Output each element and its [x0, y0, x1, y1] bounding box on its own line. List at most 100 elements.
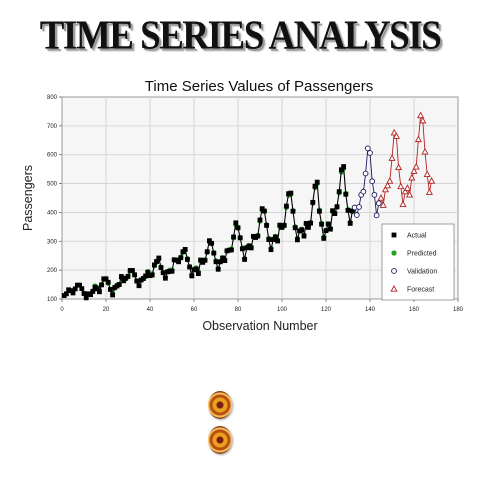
actual-point — [134, 278, 140, 284]
validation-point — [369, 178, 376, 185]
validation-point — [356, 204, 362, 210]
legend: Actual Predicted Validation Forecast — [381, 223, 455, 301]
legend-actual-point — [391, 232, 397, 238]
actual-point — [303, 220, 309, 226]
actual-point — [301, 233, 307, 239]
forecast-point — [379, 201, 387, 208]
actual-point — [125, 274, 131, 279]
actual-point — [264, 223, 269, 228]
forecast-point — [401, 187, 409, 195]
x-tick-label: 140 — [365, 307, 376, 313]
actual-point — [152, 262, 157, 268]
actual-point — [97, 289, 102, 295]
actual-point — [145, 269, 151, 275]
actual-point — [130, 268, 135, 273]
validation-point — [375, 200, 382, 207]
actual-point — [229, 247, 234, 253]
actual-point — [339, 167, 344, 173]
actual-point — [218, 259, 223, 265]
actual-point — [204, 249, 210, 255]
forecast-point — [386, 177, 394, 184]
actual-point — [105, 279, 111, 285]
x-tick-label: 160 — [409, 307, 420, 313]
actual-point — [215, 266, 221, 272]
series-validation — [351, 145, 382, 219]
actual-point — [169, 268, 175, 274]
legend-label: Forecast — [407, 287, 434, 294]
actual-point — [189, 273, 195, 279]
actual-point — [88, 292, 93, 298]
actual-point — [108, 287, 113, 292]
actual-point — [213, 259, 219, 265]
actual-point — [141, 276, 146, 281]
y-tick-label: 800 — [47, 95, 58, 101]
actual-point — [121, 278, 126, 284]
forecast-point — [414, 135, 422, 143]
actual-point — [119, 274, 124, 279]
actual-point — [158, 265, 164, 270]
actual-point — [156, 255, 162, 261]
actual-point — [196, 271, 201, 277]
actual-point — [154, 259, 159, 264]
axes: 0 20 40 60 80 100 120 140 160 180 100 200 300 400 500 6… — [47, 95, 464, 313]
actual-point — [270, 237, 276, 242]
y-tick-label: 400 — [47, 210, 58, 216]
validation-point — [360, 188, 367, 195]
actual-point — [343, 191, 349, 197]
x-tick-label: 100 — [277, 307, 288, 313]
forecast-point — [397, 182, 405, 190]
validation-point — [353, 212, 360, 218]
y-tick-label: 100 — [47, 297, 58, 303]
actual-point — [262, 208, 267, 214]
actual-point — [284, 203, 289, 209]
y-tick-label: 200 — [47, 268, 58, 274]
actual-point — [288, 190, 294, 196]
actual-point — [110, 292, 115, 298]
actual-point — [185, 257, 190, 262]
actual-point — [257, 217, 263, 223]
actual-point — [143, 273, 148, 279]
actual-point — [231, 234, 236, 240]
actual-point — [79, 286, 85, 292]
x-tick-label: 40 — [147, 307, 154, 313]
actual-point — [323, 228, 329, 234]
x-tick-label: 180 — [453, 307, 464, 313]
actual-point — [336, 189, 342, 195]
actual-point — [220, 255, 225, 261]
actual-point — [64, 291, 69, 297]
x-tick-label: 80 — [235, 307, 242, 313]
validation-point — [364, 145, 371, 152]
actual-point — [317, 208, 322, 214]
y-tick-label: 600 — [47, 153, 58, 159]
actual-point — [268, 247, 274, 253]
actual-point — [248, 245, 254, 251]
actual-point — [209, 240, 214, 246]
x-tick-label: 0 — [60, 307, 64, 313]
actual-point — [299, 227, 305, 233]
actual-point — [345, 208, 351, 213]
validation-point — [367, 150, 373, 156]
forecast-point — [390, 128, 398, 136]
bullet-icon — [208, 391, 232, 419]
actual-point — [83, 295, 89, 301]
actual-point — [222, 258, 228, 264]
actual-point — [341, 164, 346, 169]
actual-point — [255, 233, 261, 239]
actual-point — [202, 257, 208, 263]
y-axis-label: Passengers — [21, 165, 35, 231]
actual-point — [292, 225, 298, 231]
actual-point — [90, 289, 96, 294]
legend-predicted-point — [391, 250, 397, 256]
x-tick-label: 20 — [103, 307, 110, 313]
y-tick-label: 300 — [47, 239, 58, 245]
actual-point — [319, 221, 324, 227]
x-axis-label: Observation Number — [202, 319, 317, 333]
actual-point — [233, 220, 239, 226]
actual-point — [132, 272, 137, 278]
actual-point — [193, 266, 199, 272]
actual-point — [237, 235, 243, 241]
forecast-point — [419, 116, 427, 124]
actual-point — [308, 220, 313, 226]
actual-point — [182, 246, 188, 252]
actual-point — [332, 211, 338, 216]
